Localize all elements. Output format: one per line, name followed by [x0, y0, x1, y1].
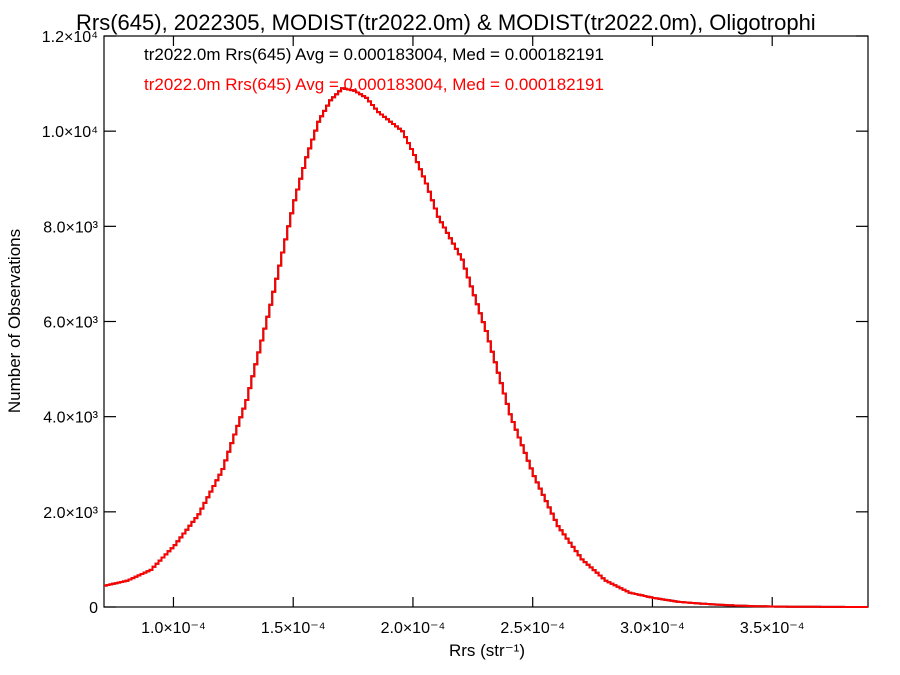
x-tick-label: 1.0×10⁻⁴ [141, 620, 206, 637]
x-tick-label: 3.5×10⁻⁴ [740, 620, 805, 637]
y-tick-label: 6.0×10³ [43, 315, 98, 332]
x-tick-label: 2.5×10⁻⁴ [500, 620, 565, 637]
x-axis-label: Rrs (str⁻¹) [449, 641, 525, 660]
legend-entry-black: tr2022.0m Rrs(645) Avg = 0.000183004, Me… [144, 45, 604, 64]
legend-entry-red: tr2022.0m Rrs(645) Avg = 0.000183004, Me… [144, 75, 604, 94]
x-tick-label: 1.5×10⁻⁴ [261, 620, 326, 637]
plot-frame [103, 35, 869, 608]
y-tick-label: 2.0×10³ [43, 505, 98, 522]
x-axis-ticks: 1.0×10⁻⁴ 1.5×10⁻⁴ 2.0×10⁻⁴ 2.5×10⁻⁴ 3.0×10⁻⁴… [141, 36, 805, 637]
y-axis-label: Number of Observations [5, 229, 24, 413]
y-tick-label: 1.2×10⁴ [42, 29, 98, 46]
y-axis-ticks: 0 2.0×10³ 4.0×10³ 6.0×10³ 8.0×10³ 1.0×10⁴ 1.2×… [42, 29, 868, 617]
histogram-series-red [104, 87, 868, 608]
y-tick-label: 8.0×10³ [43, 219, 98, 236]
y-tick-label: 0 [89, 600, 98, 617]
histogram-series-black [104, 87, 868, 608]
y-tick-label: 1.0×10⁴ [42, 124, 98, 141]
x-tick-label: 3.0×10⁻⁴ [620, 620, 685, 637]
chart-title: Rrs(645), 2022305, MODIST(tr2022.0m) & M… [76, 10, 816, 35]
y-tick-label: 4.0×10³ [43, 410, 98, 427]
x-tick-label: 2.0×10⁻⁴ [381, 620, 446, 637]
